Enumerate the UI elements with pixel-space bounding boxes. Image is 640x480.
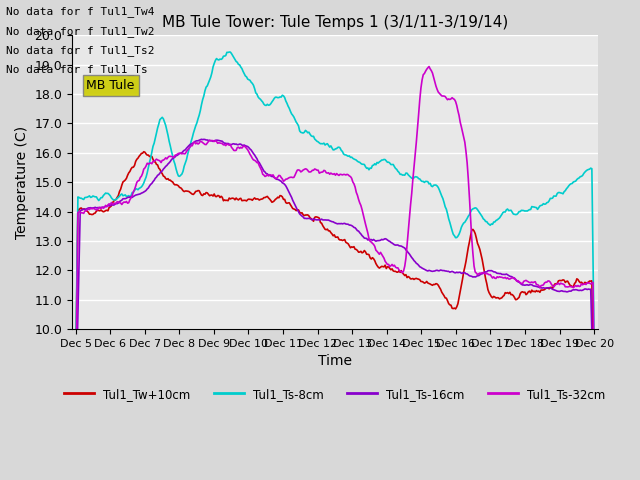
Legend: Tul1_Tw+10cm, Tul1_Ts-8cm, Tul1_Ts-16cm, Tul1_Ts-32cm: Tul1_Tw+10cm, Tul1_Ts-8cm, Tul1_Ts-16cm,… <box>60 383 611 405</box>
Tul1_Ts-16cm <box>590 412 598 418</box>
Text: MB Tule: MB Tule <box>86 79 135 92</box>
Tul1_Ts-8cm <box>72 364 79 370</box>
Tul1_Ts-32cm <box>448 95 456 101</box>
Tul1_Tw+10cm <box>448 305 456 311</box>
Tul1_Ts-32cm <box>158 157 166 163</box>
Tul1_Ts-16cm <box>158 168 166 174</box>
Tul1_Ts-16cm <box>365 237 373 242</box>
Tul1_Ts-8cm <box>590 347 598 353</box>
Tul1_Tw+10cm <box>140 149 148 155</box>
Tul1_Ts-8cm <box>448 228 456 234</box>
Tul1_Tw+10cm <box>129 164 137 170</box>
Tul1_Ts-16cm <box>570 287 577 293</box>
Title: MB Tule Tower: Tule Temps 1 (3/1/11-3/19/14): MB Tule Tower: Tule Temps 1 (3/1/11-3/19… <box>162 15 508 30</box>
Text: No data for f Tul1_Tw2: No data for f Tul1_Tw2 <box>6 25 155 36</box>
Tul1_Ts-8cm <box>584 167 591 173</box>
Text: No data for f Tul1_Ts2: No data for f Tul1_Ts2 <box>6 45 155 56</box>
X-axis label: Time: Time <box>318 354 352 368</box>
Y-axis label: Temperature (C): Temperature (C) <box>15 126 29 239</box>
Text: No data for f Tul1_Ts: No data for f Tul1_Ts <box>6 64 148 75</box>
Text: No data for f Tul1_Tw4: No data for f Tul1_Tw4 <box>6 6 155 17</box>
Tul1_Ts-32cm <box>425 64 433 70</box>
Tul1_Ts-16cm <box>72 414 79 420</box>
Tul1_Ts-8cm <box>570 179 577 185</box>
Tul1_Ts-16cm <box>198 136 205 142</box>
Tul1_Ts-16cm <box>129 193 137 199</box>
Tul1_Ts-32cm <box>590 364 598 370</box>
Line: Tul1_Ts-8cm: Tul1_Ts-8cm <box>76 52 594 367</box>
Line: Tul1_Ts-16cm: Tul1_Ts-16cm <box>76 139 594 417</box>
Tul1_Tw+10cm <box>365 252 373 257</box>
Tul1_Tw+10cm <box>159 173 167 179</box>
Tul1_Tw+10cm <box>72 372 79 378</box>
Tul1_Ts-8cm <box>365 167 373 173</box>
Tul1_Ts-32cm <box>364 230 372 236</box>
Tul1_Ts-16cm <box>448 268 456 274</box>
Tul1_Tw+10cm <box>590 416 598 422</box>
Tul1_Ts-32cm <box>129 189 137 195</box>
Tul1_Ts-32cm <box>570 285 577 290</box>
Tul1_Ts-8cm <box>158 114 166 120</box>
Tul1_Ts-16cm <box>584 287 591 292</box>
Tul1_Tw+10cm <box>570 284 577 289</box>
Tul1_Ts-32cm <box>584 280 591 286</box>
Tul1_Ts-8cm <box>129 190 137 195</box>
Tul1_Tw+10cm <box>584 280 591 286</box>
Tul1_Ts-8cm <box>225 49 233 55</box>
Line: Tul1_Ts-32cm: Tul1_Ts-32cm <box>76 67 594 419</box>
Tul1_Ts-32cm <box>72 416 79 422</box>
Line: Tul1_Tw+10cm: Tul1_Tw+10cm <box>76 152 594 419</box>
